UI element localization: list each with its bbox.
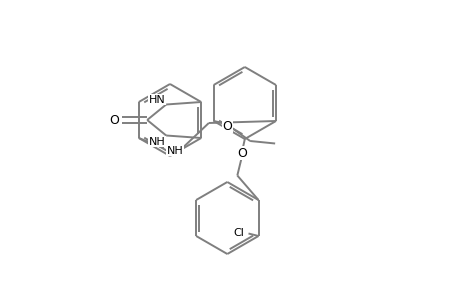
Text: NH: NH xyxy=(166,146,183,155)
Text: O: O xyxy=(237,146,247,160)
Text: NH: NH xyxy=(148,136,165,146)
Text: O: O xyxy=(222,119,232,133)
Text: HN: HN xyxy=(148,94,165,104)
Text: O: O xyxy=(110,113,119,127)
Text: Cl: Cl xyxy=(233,227,243,238)
